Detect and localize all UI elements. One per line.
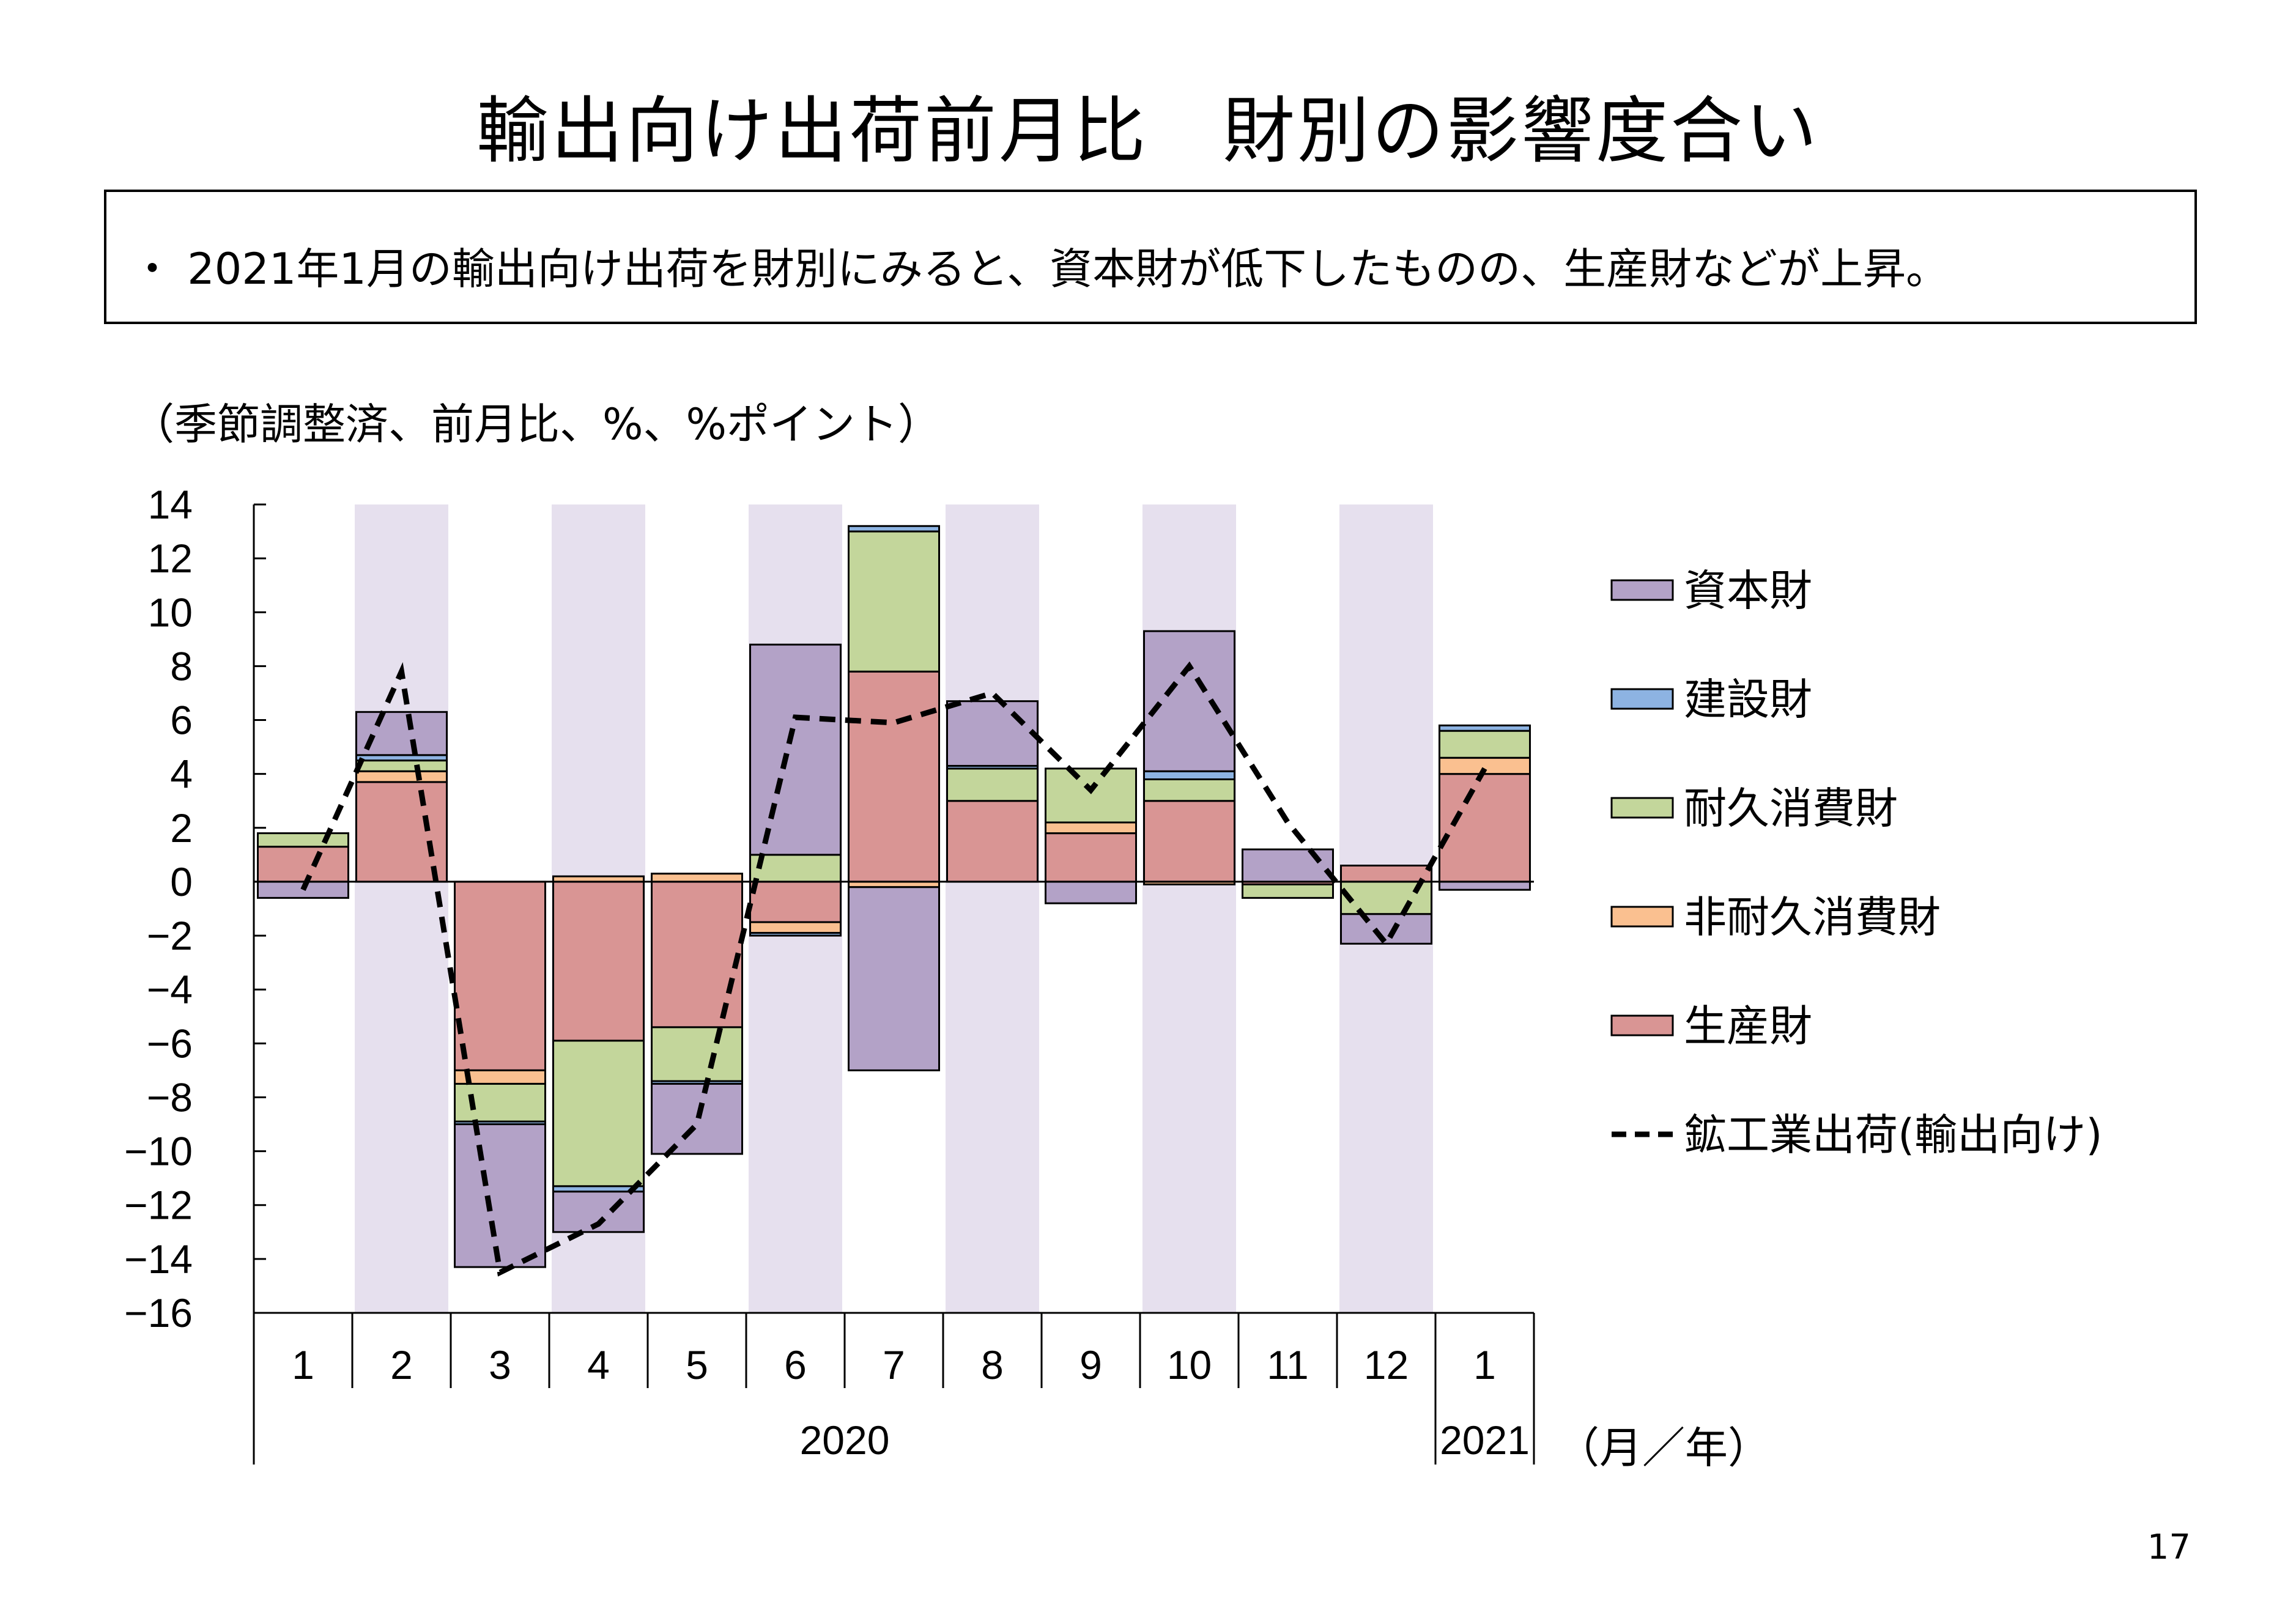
year-label: 2020 [800, 1417, 890, 1463]
bar-segment [1439, 730, 1531, 759]
bar-segment [1045, 881, 1137, 904]
bar-segment [749, 921, 842, 934]
y-tick-label: −8 [147, 1074, 193, 1120]
legend-swatch [1610, 906, 1674, 928]
legend-label: 鉱工業出荷(輸出向け) [1684, 1110, 2103, 1160]
bar-segment [749, 932, 842, 937]
bar-segment [651, 873, 743, 883]
x-tick-label: 9 [1079, 1342, 1102, 1387]
y-tick-label: 10 [148, 589, 193, 635]
legend-swatch [1610, 797, 1674, 819]
y-tick-label: 2 [170, 805, 193, 851]
y-tick-label: 12 [148, 536, 193, 581]
bar-segment [946, 767, 1039, 802]
page-title: 輸出向け出荷前月比 財別の影響度合い [476, 89, 1820, 173]
page-number: 17 [2147, 1527, 2191, 1567]
bar-segment [1143, 800, 1235, 883]
bar-segment [848, 886, 940, 1071]
legend-swatch [1610, 579, 1674, 601]
unit-note: （季節調整済、前月比、%、%ポイント） [131, 399, 941, 449]
bar-segment [552, 1040, 645, 1188]
bar-segment [1340, 864, 1432, 883]
line-series [300, 661, 1487, 1277]
legend-label: 生産財 [1684, 1001, 1812, 1051]
bar-segment [1143, 770, 1235, 780]
year-label: 2021 [1440, 1417, 1530, 1463]
bar-segment [1340, 913, 1432, 945]
legend-label: 資本財 [1684, 566, 1812, 616]
bar-segment [1045, 821, 1137, 835]
x-tick-label: 10 [1167, 1342, 1212, 1387]
bar-segment [1143, 778, 1235, 802]
y-tick-label: 14 [148, 482, 193, 527]
x-tick-label: 7 [883, 1342, 905, 1387]
bar-segment [454, 881, 546, 1071]
x-tick-label: 5 [686, 1342, 708, 1387]
bar-segment [257, 832, 349, 848]
bar-segment [257, 846, 349, 883]
legend-label: 非耐久消費財 [1684, 892, 1941, 942]
bar-segment [355, 770, 448, 783]
x-tick-label: 6 [784, 1342, 807, 1387]
bar-segment [848, 670, 940, 883]
bar-segment [946, 700, 1039, 767]
y-tick-label: 0 [170, 859, 193, 904]
bar-segment [454, 1082, 546, 1123]
shade-band [946, 504, 1039, 1313]
x-tick-label: 12 [1364, 1342, 1409, 1387]
y-tick-label: −6 [147, 1021, 193, 1066]
bar-segment [1242, 883, 1334, 899]
x-tick-label: 1 [292, 1342, 314, 1387]
bar-segment [651, 1082, 743, 1155]
y-tick-label: −16 [124, 1290, 193, 1335]
bar-segment [1045, 832, 1137, 883]
x-tick-label: 2 [390, 1342, 413, 1387]
bar-segment [749, 643, 842, 856]
legend-label: 建設財 [1684, 674, 1812, 725]
y-tick-label: 4 [170, 752, 193, 797]
bar-segment [749, 881, 842, 923]
legend-swatch [1610, 1014, 1674, 1036]
y-tick-label: −12 [124, 1183, 193, 1228]
bar-segment [1439, 773, 1531, 883]
x-tick-label: 8 [981, 1342, 1004, 1387]
legend-label: 耐久消費財 [1684, 783, 1898, 833]
bar-segment [1439, 724, 1531, 732]
y-tick-label: −2 [147, 913, 193, 958]
bar-segment [355, 759, 448, 772]
bar-segment [848, 530, 940, 673]
x-tick-label: 1 [1473, 1342, 1496, 1387]
y-tick-label: 6 [170, 698, 193, 743]
x-tick-label: 11 [1267, 1342, 1309, 1387]
bar-segment [355, 781, 448, 883]
legend-swatch [1610, 688, 1674, 710]
bar-segment [848, 525, 940, 533]
bar-segment [355, 711, 448, 756]
bar-segment [454, 1123, 546, 1268]
bar-segment [651, 881, 743, 1029]
y-tick-label: 8 [170, 643, 193, 689]
y-tick-label: −4 [147, 967, 193, 1012]
shade-band [1142, 504, 1236, 1313]
bar-segment [1439, 881, 1531, 891]
bar-segment [1045, 767, 1137, 824]
bar-segment [651, 1026, 743, 1082]
summary-text: ・ 2021年1月の輸出向け出荷を財別にみると、資本財が低下したものの、生産財な… [131, 244, 1949, 294]
shade-band [355, 504, 448, 1313]
summary-box: ・ 2021年1月の輸出向け出荷を財別にみると、資本財が低下したものの、生産財な… [104, 190, 2197, 324]
bar-segment [1143, 630, 1235, 772]
x-tick-label: 4 [587, 1342, 610, 1387]
bar-segment [1242, 848, 1334, 883]
period-unit-label: （月／年） [1557, 1423, 1771, 1473]
bar-segment [946, 800, 1039, 883]
bar-segment [749, 854, 842, 883]
y-tick-label: −10 [124, 1129, 193, 1174]
y-tick-label: −14 [124, 1236, 193, 1282]
bar-segment [552, 881, 645, 1042]
x-tick-label: 3 [489, 1342, 511, 1387]
